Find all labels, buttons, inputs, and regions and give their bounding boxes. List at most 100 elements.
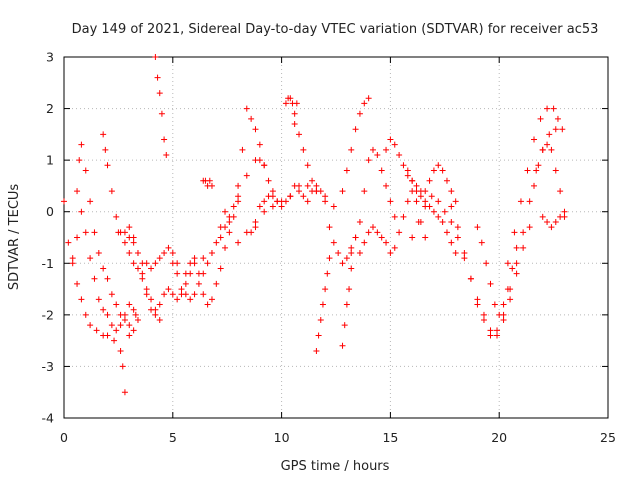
data-point [494, 332, 501, 339]
data-point [252, 219, 259, 226]
data-point [509, 265, 516, 272]
series-track-v [356, 188, 429, 256]
data-point [217, 265, 224, 272]
data-point [102, 146, 109, 153]
data-point [513, 260, 520, 267]
data-point [524, 167, 531, 174]
series-track-g [152, 54, 170, 158]
data-point [130, 260, 137, 267]
data-point [200, 255, 207, 262]
data-point [261, 208, 268, 215]
data-point [511, 229, 518, 236]
data-point [161, 136, 168, 143]
series-track-c [74, 141, 137, 334]
data-point [235, 239, 242, 246]
data-point [544, 141, 551, 148]
data-point [222, 244, 229, 251]
data-point [235, 198, 242, 205]
data-point [226, 219, 233, 226]
data-point [546, 131, 553, 138]
data-point [126, 224, 133, 231]
data-point [413, 182, 420, 189]
data-point [365, 229, 372, 236]
data-point [139, 270, 146, 277]
data-point [296, 131, 303, 138]
data-point [100, 306, 107, 313]
data-point [383, 182, 390, 189]
data-point [156, 90, 163, 97]
data-point [426, 177, 433, 184]
series-track-q [313, 255, 333, 354]
data-point [226, 229, 233, 236]
data-point [82, 229, 89, 236]
data-point [111, 337, 118, 344]
data-point [352, 126, 359, 133]
data-point [126, 332, 133, 339]
data-point [161, 291, 168, 298]
data-point [113, 301, 120, 308]
data-point [87, 255, 94, 262]
data-point [217, 234, 224, 241]
data-point [544, 105, 551, 112]
data-point [400, 213, 407, 220]
data-point [343, 255, 350, 262]
data-point [313, 182, 320, 189]
data-point [119, 363, 126, 370]
data-point [500, 317, 507, 324]
data-point [561, 208, 568, 215]
data-point [213, 239, 220, 246]
data-point [348, 146, 355, 153]
data-point [374, 229, 381, 236]
data-point [339, 188, 346, 195]
data-point [428, 193, 435, 200]
data-point [326, 224, 333, 231]
data-point [269, 193, 276, 200]
data-point [550, 105, 557, 112]
data-point [513, 244, 520, 251]
data-point [487, 332, 494, 339]
data-point [448, 219, 455, 226]
data-point [134, 317, 141, 324]
data-point [178, 286, 185, 293]
data-point [143, 260, 150, 267]
data-point [121, 317, 128, 324]
series-track-s [339, 265, 355, 349]
data-point [130, 306, 137, 313]
data-point [356, 219, 363, 226]
data-point [152, 311, 159, 318]
series-track-f [126, 224, 194, 318]
data-point [208, 296, 215, 303]
data-point [282, 100, 289, 107]
data-point [169, 291, 176, 298]
data-point [74, 234, 81, 241]
data-point [104, 311, 111, 318]
data-point [115, 229, 122, 236]
data-point [557, 188, 564, 195]
data-point [326, 255, 333, 262]
data-point [104, 332, 111, 339]
data-point [422, 198, 429, 205]
data-point [504, 260, 511, 267]
data-point [113, 327, 120, 334]
data-point [552, 126, 559, 133]
data-point [387, 136, 394, 143]
data-point [348, 249, 355, 256]
series-track-k [191, 157, 268, 267]
data-point [452, 198, 459, 205]
data-point [256, 141, 263, 148]
data-point [156, 301, 163, 308]
data-point [448, 188, 455, 195]
data-point [539, 213, 546, 220]
series-track-w [383, 136, 459, 256]
data-point [74, 188, 81, 195]
data-point [559, 126, 566, 133]
data-point [531, 136, 538, 143]
data-point [324, 270, 331, 277]
data-point [261, 198, 268, 205]
data-point [346, 286, 353, 293]
data-point [269, 188, 276, 195]
data-point [87, 322, 94, 329]
data-point [235, 182, 242, 189]
data-point [182, 280, 189, 287]
data-point [313, 188, 320, 195]
